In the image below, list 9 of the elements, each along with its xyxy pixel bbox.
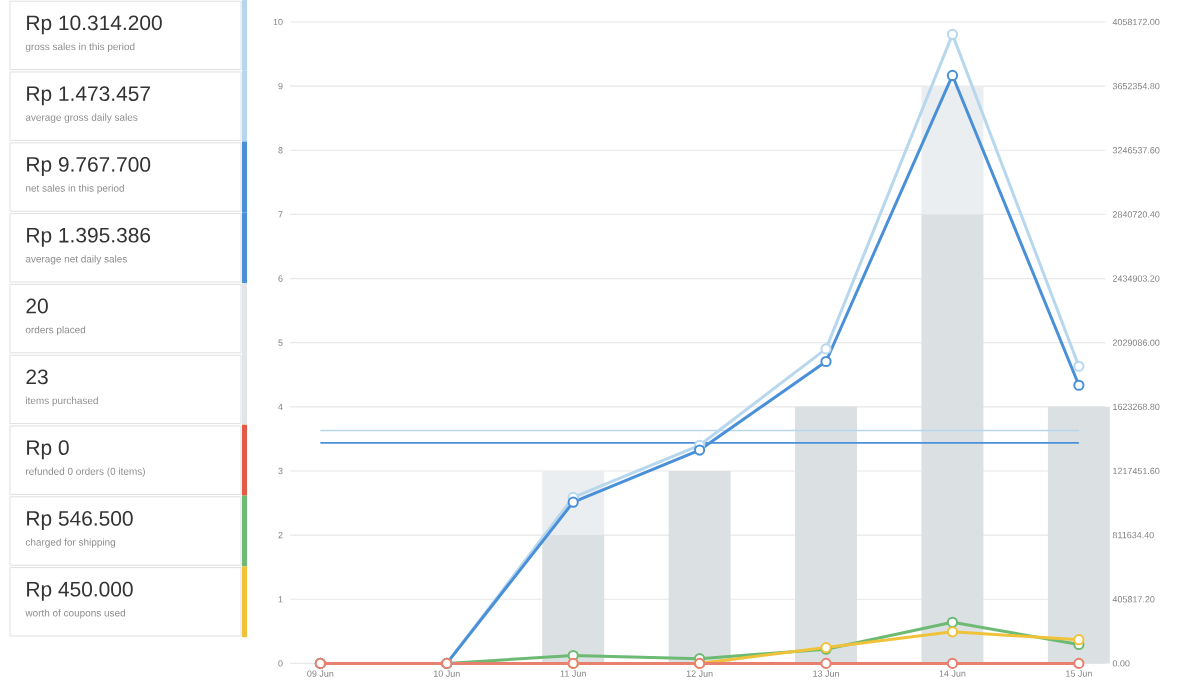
text: Rp 1.395.386 xyxy=(27,227,151,247)
text: Rp 546.500 xyxy=(27,511,133,530)
text: Rp 0 xyxy=(27,440,69,460)
text: Rp 10.314.200 xyxy=(27,15,162,35)
text: Rp 1.473.457 xyxy=(27,86,150,106)
text: Rp 450.000 xyxy=(27,581,133,601)
text: 23 xyxy=(26,369,48,385)
text: Rp 9.767.700 xyxy=(27,157,151,176)
text: 20 xyxy=(26,298,48,314)
